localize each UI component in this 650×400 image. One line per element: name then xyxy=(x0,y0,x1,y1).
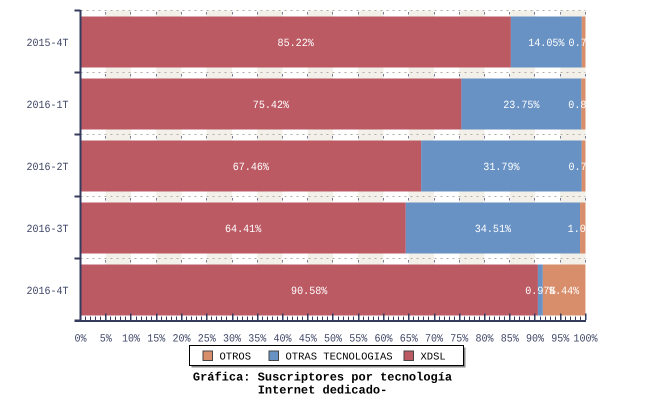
svg-text:65%: 65% xyxy=(400,334,418,346)
svg-text:0.97%: 0.97% xyxy=(525,286,556,298)
svg-text:2016-4T: 2016-4T xyxy=(27,286,69,298)
svg-text:15%: 15% xyxy=(147,334,165,346)
svg-text:23.75%: 23.75% xyxy=(503,100,540,112)
svg-text:2016-1T: 2016-1T xyxy=(27,100,69,112)
svg-text:35%: 35% xyxy=(248,334,266,346)
svg-text:70%: 70% xyxy=(425,334,443,346)
svg-text:64.41%: 64.41% xyxy=(225,224,262,236)
svg-text:80%: 80% xyxy=(475,334,493,346)
svg-text:OTRAS TECNOLOGIAS: OTRAS TECNOLOGIAS xyxy=(286,352,393,364)
svg-text:90.58%: 90.58% xyxy=(291,286,328,298)
svg-text:85%: 85% xyxy=(501,334,519,346)
svg-text:0.75%: 0.75% xyxy=(569,162,600,174)
svg-text:60%: 60% xyxy=(374,334,392,346)
svg-text:75.42%: 75.42% xyxy=(253,100,290,112)
svg-text:8.44%: 8.44% xyxy=(549,286,580,298)
svg-text:85.22%: 85.22% xyxy=(278,38,315,50)
svg-text:95%: 95% xyxy=(551,334,569,346)
svg-text:30%: 30% xyxy=(223,334,241,346)
svg-text:2016-2T: 2016-2T xyxy=(27,162,69,174)
svg-text:34.51%: 34.51% xyxy=(475,224,512,236)
svg-text:55%: 55% xyxy=(349,334,367,346)
svg-text:5%: 5% xyxy=(100,334,112,346)
svg-text:20%: 20% xyxy=(172,334,190,346)
svg-text:45%: 45% xyxy=(299,334,317,346)
svg-text:Gráfica: Suscriptores por tecn: Gráfica: Suscriptores por tecnología xyxy=(193,371,452,385)
svg-text:100%: 100% xyxy=(573,334,598,346)
svg-text:40%: 40% xyxy=(273,334,291,346)
svg-text:0.73%: 0.73% xyxy=(569,38,600,50)
svg-text:0.83%: 0.83% xyxy=(568,100,599,112)
svg-text:14.05%: 14.05% xyxy=(528,38,565,50)
svg-text:OTROS: OTROS xyxy=(220,352,252,364)
svg-text:90%: 90% xyxy=(526,334,544,346)
svg-text:10%: 10% xyxy=(122,334,140,346)
svg-text:50%: 50% xyxy=(324,334,342,346)
svg-text:2015-4T: 2015-4T xyxy=(27,38,69,50)
svg-text:75%: 75% xyxy=(450,334,468,346)
svg-text:67.46%: 67.46% xyxy=(233,162,270,174)
svg-text:0%: 0% xyxy=(74,334,86,346)
svg-text:1.08%: 1.08% xyxy=(568,224,599,236)
svg-text:25%: 25% xyxy=(198,334,216,346)
svg-text:2016-3T: 2016-3T xyxy=(27,224,69,236)
svg-text:Internet dedicado-: Internet dedicado- xyxy=(258,384,388,398)
svg-text:XDSL: XDSL xyxy=(421,352,446,364)
svg-text:31.79%: 31.79% xyxy=(483,162,520,174)
